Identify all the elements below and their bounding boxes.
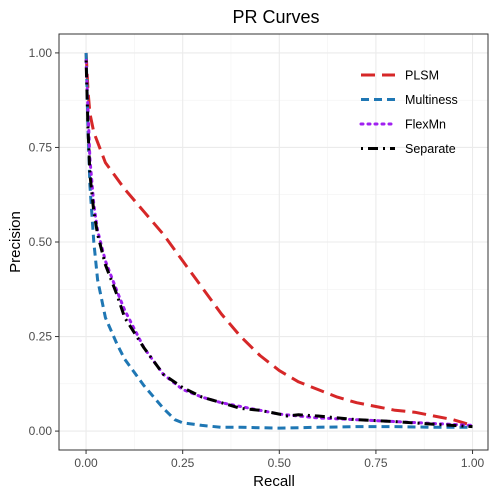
x-axis-title: Recall: [253, 473, 295, 490]
y-tick-label: 0.75: [29, 140, 53, 154]
y-tick-label: 0.50: [29, 235, 53, 249]
x-tick-label: 0.00: [74, 456, 98, 470]
series-line-separate: [84, 60, 473, 429]
y-tick-label: 0.00: [29, 424, 53, 438]
series-line-plsm: [84, 52, 473, 427]
axis-ticks: 0.00 0.25 0.50 0.75 1.00 0.00 0.25 0.50 0.75 1.00: [29, 46, 485, 470]
y-tick-label: 1.00: [29, 46, 53, 60]
legend-label-plsm: PLSM: [405, 69, 439, 83]
grid: [59, 34, 488, 450]
x-tick-label: 1.00: [461, 456, 485, 470]
legend: PLSM Multiness FlexMn Separate: [359, 69, 458, 156]
x-tick-label: 0.25: [171, 456, 195, 470]
x-tick-label: 0.75: [364, 456, 388, 470]
series-line-multiness: [84, 52, 473, 430]
y-axis-title: Precision: [7, 211, 24, 273]
chart-title: PR Curves: [232, 7, 319, 27]
y-tick-label: 0.25: [29, 330, 53, 344]
legend-label-flexmn: FlexMn: [405, 118, 446, 132]
x-tick-label: 0.50: [268, 456, 292, 470]
legend-label-multiness: Multiness: [405, 93, 458, 107]
legend-label-separate: Separate: [405, 142, 456, 156]
series-lines: [84, 52, 474, 430]
